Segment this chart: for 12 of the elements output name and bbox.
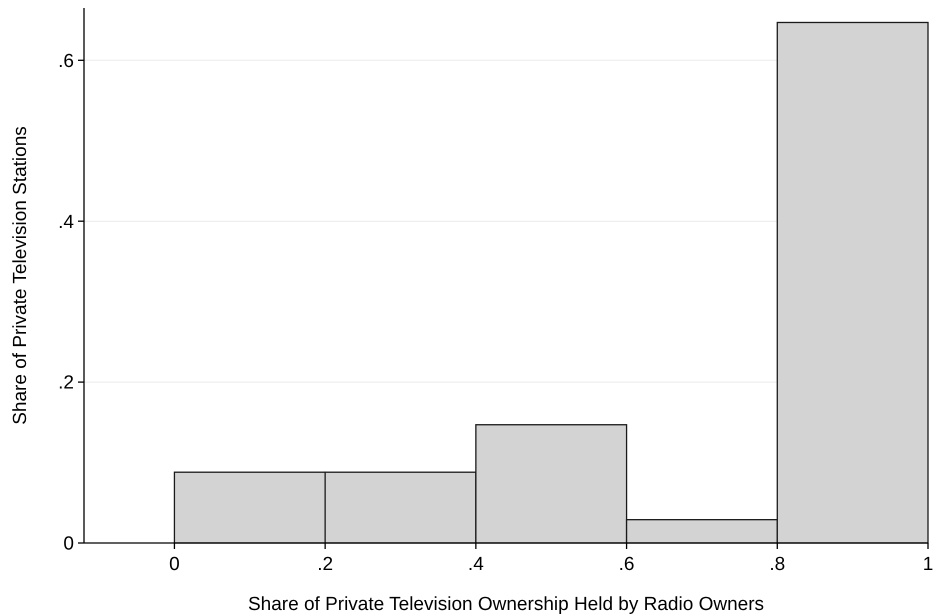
- y-tick-label: .2: [58, 372, 74, 394]
- x-tick-label: 1: [922, 554, 934, 575]
- x-tick-label: 0: [169, 554, 180, 575]
- y-tick-label: .6: [58, 50, 74, 72]
- y-axis-title: Share of Private Television Stations: [10, 126, 31, 425]
- x-tick-label: .8: [769, 554, 786, 575]
- y-tick-label: 0: [63, 534, 74, 555]
- x-axis-title: Share of Private Television Ownership Held by Radio Owners: [248, 594, 764, 615]
- y-tick-label: .4: [58, 212, 74, 233]
- x-tick-label: .2: [317, 554, 334, 575]
- x-tick-label: .6: [618, 554, 634, 575]
- x-tick-label: .4: [468, 554, 484, 575]
